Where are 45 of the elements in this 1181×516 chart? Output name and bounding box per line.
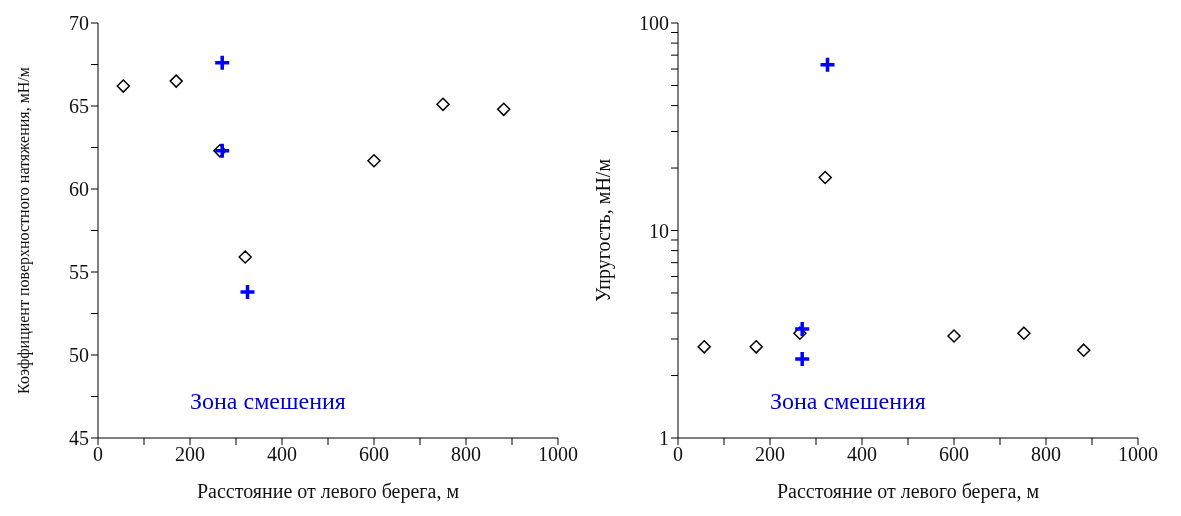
y-tick-label: 45 — [69, 427, 89, 450]
y-tick-label: 65 — [69, 95, 89, 118]
x-tick-label: 600 — [939, 443, 969, 466]
annotation: Зона смешения — [190, 388, 346, 416]
point — [169, 74, 183, 88]
y-tick-label: 100 — [639, 12, 669, 35]
point — [1076, 343, 1091, 357]
x-tick-label: 400 — [267, 443, 297, 466]
annotation: Зона смешения — [770, 388, 926, 416]
y-axis-title: Коэффициент поверхностного натяжения, мН/м — [14, 67, 33, 394]
y-tick-label: 60 — [69, 178, 89, 201]
point — [436, 97, 450, 112]
x-tick-label: 1000 — [1118, 443, 1158, 466]
x-tick-label: 800 — [451, 443, 481, 466]
point — [818, 170, 832, 185]
x-tick-label: 800 — [1031, 443, 1061, 466]
x-tick-label: 200 — [755, 443, 785, 466]
y-tick-label: 70 — [69, 12, 89, 35]
point — [947, 329, 961, 343]
x-tick-label: 0 — [93, 443, 103, 466]
point — [793, 320, 811, 338]
x-axis-title: Расстояние от левого берега, м — [196, 480, 460, 503]
x-tick-label: 0 — [673, 443, 683, 466]
x-tick-label: 200 — [175, 443, 205, 466]
point — [818, 55, 837, 74]
point — [238, 250, 252, 264]
point — [496, 102, 511, 117]
point — [116, 79, 131, 93]
y-tick-label: 1 — [659, 427, 669, 450]
y-tick-label: 55 — [69, 261, 89, 284]
point — [213, 54, 231, 72]
point — [793, 350, 811, 368]
x-tick-label: 400 — [847, 443, 877, 466]
point — [367, 154, 381, 168]
point — [697, 340, 711, 354]
y-tick-label: 50 — [69, 344, 89, 367]
y-axis-title: Упругость, мН/м — [592, 158, 616, 303]
point — [238, 283, 257, 301]
y-tick-label: 10 — [649, 219, 669, 242]
point — [1017, 326, 1031, 340]
point — [213, 142, 231, 160]
x-tick-label: 1000 — [538, 443, 578, 466]
x-axis-title: Расстояние от левого берега, м — [776, 480, 1040, 503]
point — [749, 340, 763, 354]
x-tick-label: 600 — [359, 443, 389, 466]
